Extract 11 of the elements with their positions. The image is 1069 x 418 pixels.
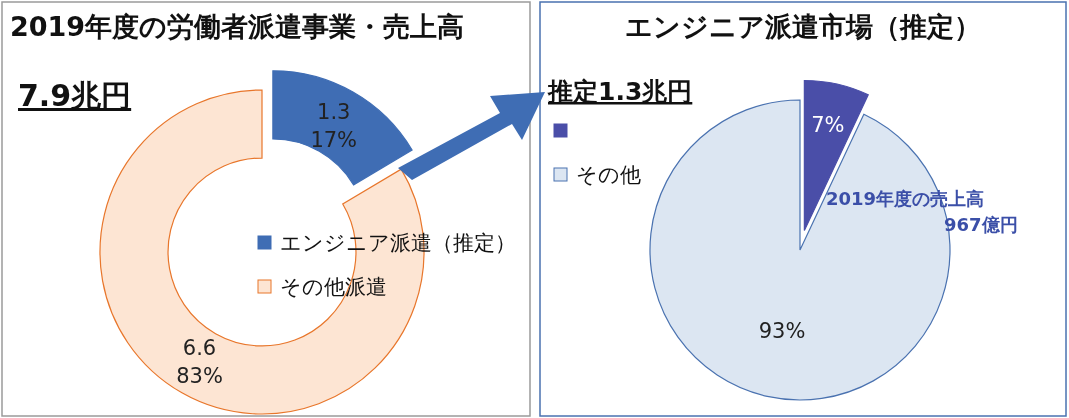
legend-label: その他派遣 <box>280 275 387 299</box>
data-label: 6.6 83% <box>176 335 223 388</box>
data-label: 7% <box>811 113 845 138</box>
data-label: 1.3 17% <box>310 99 358 152</box>
chart-title: エンジニア派遣市場（推定） <box>625 11 981 42</box>
data-label: 93% <box>758 318 806 343</box>
chart-title: 2019年度の労働者派遣事業・売上高 <box>10 11 465 42</box>
legend-label: その他 <box>576 163 641 187</box>
chart-subtitle: 推定1.3兆円 <box>547 77 693 106</box>
legend-label: エンジニア派遣（推定） <box>280 231 516 255</box>
chart-subtitle: 7.9兆円 <box>18 78 132 113</box>
